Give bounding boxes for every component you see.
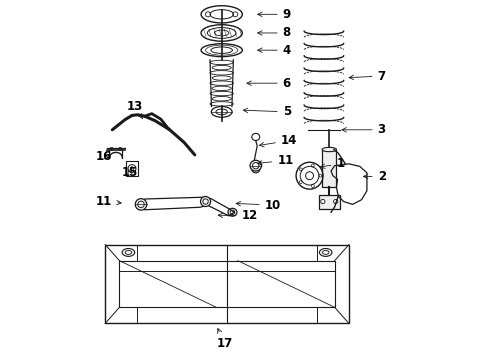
- Text: 5: 5: [244, 105, 291, 118]
- Text: 7: 7: [349, 69, 386, 82]
- Ellipse shape: [135, 199, 147, 210]
- Text: 11: 11: [96, 195, 121, 208]
- Text: 3: 3: [342, 123, 386, 136]
- Ellipse shape: [122, 248, 135, 256]
- Ellipse shape: [319, 248, 332, 256]
- Text: 2: 2: [364, 170, 386, 183]
- Bar: [105, 244, 349, 323]
- Text: 6: 6: [247, 77, 291, 90]
- Text: 13: 13: [126, 100, 143, 118]
- Bar: [120, 261, 335, 307]
- Ellipse shape: [322, 147, 337, 152]
- Bar: [318, 195, 340, 209]
- Text: 11: 11: [258, 154, 294, 167]
- Text: 4: 4: [258, 44, 291, 57]
- Text: 10: 10: [236, 199, 281, 212]
- Ellipse shape: [200, 197, 211, 207]
- Text: 8: 8: [258, 27, 291, 40]
- Text: 9: 9: [258, 8, 291, 21]
- Text: 1: 1: [320, 157, 344, 170]
- Text: 16: 16: [96, 150, 113, 163]
- Bar: [322, 149, 337, 187]
- Ellipse shape: [250, 160, 262, 171]
- Text: 14: 14: [259, 134, 297, 147]
- Text: 15: 15: [122, 166, 138, 179]
- Bar: [125, 161, 139, 176]
- Text: 12: 12: [218, 210, 258, 222]
- Text: 17: 17: [216, 329, 233, 350]
